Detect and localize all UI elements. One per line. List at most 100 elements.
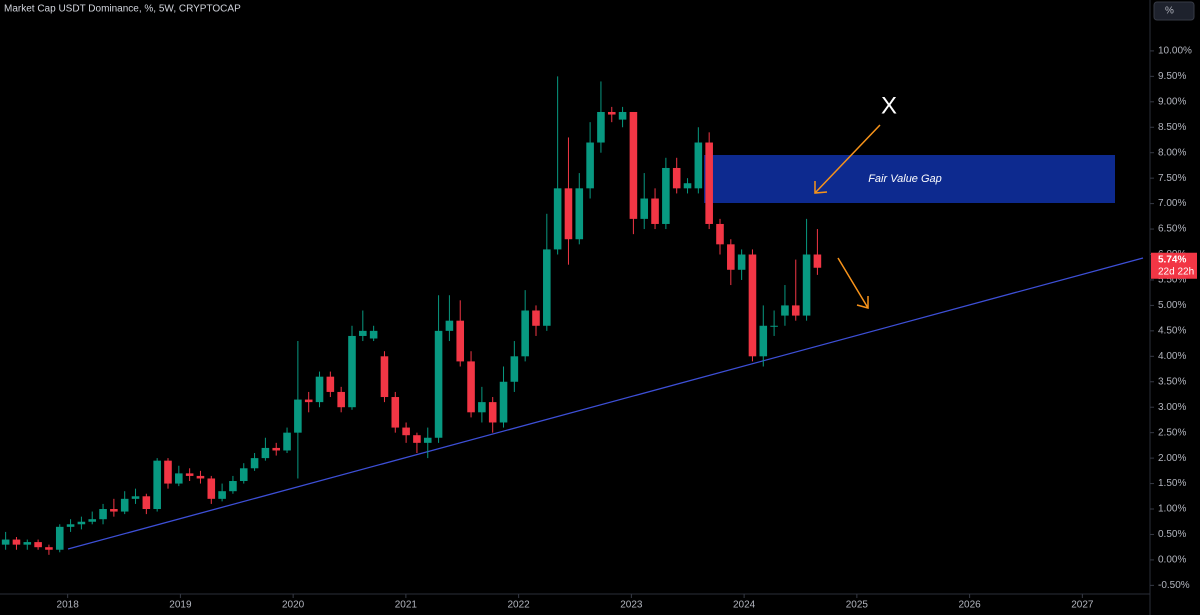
candle-body: [218, 491, 226, 499]
candle-body: [683, 183, 692, 189]
candle-body: [618, 111, 627, 120]
y-tick-label: 9.00%: [1158, 96, 1186, 107]
last-price-tag: [1151, 252, 1197, 279]
candle-body: [99, 509, 107, 520]
y-tick-label: 0.50%: [1158, 529, 1186, 540]
candle-body: [185, 473, 194, 476]
candle-body: [391, 397, 400, 428]
y-tick-label: 2.50%: [1158, 427, 1186, 438]
candle-body: [120, 498, 129, 512]
y-tick-label: 6.50%: [1158, 224, 1186, 235]
candle-body: [261, 447, 270, 459]
candle-body: [478, 402, 486, 413]
candle-body: [791, 305, 800, 316]
candle-body: [304, 399, 313, 403]
candle-body: [802, 254, 811, 316]
x-tick-label: 2018: [57, 600, 80, 611]
candle-body: [423, 437, 432, 443]
x-tick-label: 2027: [1071, 600, 1094, 611]
x-tick-label: 2021: [395, 600, 418, 611]
candle-body: [131, 496, 140, 499]
y-tick-label: 8.50%: [1158, 122, 1186, 133]
candle-body: [543, 249, 551, 326]
candle-body: [413, 435, 421, 443]
fvg-label: Fair Value Gap: [868, 173, 942, 185]
candle-body: [488, 402, 497, 423]
candle-body: [510, 356, 519, 382]
candle-body: [402, 427, 410, 436]
candle-body: [781, 305, 789, 316]
candle-body: [359, 330, 367, 336]
candle-body: [748, 254, 757, 357]
candle-body: [294, 399, 302, 433]
candle-body: [662, 167, 670, 224]
x-tick-label: 2020: [282, 600, 305, 611]
candle-body: [564, 188, 573, 240]
candle-body: [672, 167, 681, 189]
y-tick-label: 4.00%: [1158, 351, 1186, 362]
unit-button[interactable]: [1153, 1, 1195, 21]
candle-body: [640, 198, 649, 219]
x-annotation: X: [881, 92, 897, 119]
candle-body: [456, 320, 465, 362]
candle-body: [55, 526, 64, 550]
trend-line: [67, 257, 1144, 550]
candle-body: [607, 111, 616, 115]
last-price-label: 5.74%: [1158, 254, 1186, 265]
candle-body: [45, 547, 53, 550]
candle-body: [88, 519, 97, 522]
candle-body: [532, 310, 540, 326]
unit-button-label[interactable]: %: [1165, 6, 1174, 17]
candle-body: [1, 539, 10, 545]
x-tick-label: 2026: [958, 600, 981, 611]
candle-body: [34, 542, 42, 548]
candle-body: [553, 188, 562, 250]
candle-body: [207, 478, 216, 499]
candle-body: [521, 310, 529, 357]
candle-body: [467, 361, 475, 413]
candle-body: [770, 325, 778, 327]
x-tick-label: 2024: [733, 600, 756, 611]
candle-body: [597, 111, 605, 143]
candle-body: [337, 391, 345, 408]
y-tick-label: 4.50%: [1158, 325, 1186, 336]
candle-body: [705, 142, 713, 224]
y-tick-label: 8.00%: [1158, 147, 1186, 158]
y-tick-label: 1.50%: [1158, 478, 1186, 489]
chart-title: Market Cap USDT Dominance, %, 5W, CRYPTO…: [4, 4, 241, 15]
candle-body: [175, 473, 183, 484]
y-tick-label: 3.50%: [1158, 376, 1186, 387]
candle-body: [142, 496, 151, 510]
x-tick-label: 2022: [508, 600, 531, 611]
candle-body: [229, 481, 237, 492]
candle-body: [77, 521, 86, 525]
candle-body: [380, 356, 389, 398]
countdown-label: 22d 22h: [1158, 266, 1194, 277]
candle-body: [759, 325, 768, 357]
candle-body: [348, 335, 356, 408]
candle-body: [12, 539, 21, 545]
candle-body: [239, 468, 248, 482]
candle-body: [629, 111, 638, 219]
candle-body: [813, 254, 822, 268]
y-tick-label: 7.00%: [1158, 198, 1186, 209]
x-tick-label: 2023: [620, 600, 643, 611]
candle-body: [315, 376, 324, 403]
y-tick-label: 9.50%: [1158, 71, 1186, 82]
candle-body: [326, 376, 335, 392]
y-tick-label: 7.50%: [1158, 173, 1186, 184]
x-tick-label: 2019: [169, 600, 192, 611]
y-tick-label: 2.00%: [1158, 453, 1186, 464]
candle-body: [369, 330, 378, 339]
y-tick-label: 1.00%: [1158, 504, 1186, 515]
candle-body: [716, 223, 724, 245]
candle-body: [283, 432, 291, 451]
candle-body: [737, 254, 746, 270]
candle-body: [110, 509, 118, 512]
candle-body: [272, 447, 281, 451]
candle-body: [153, 460, 161, 510]
candle-body: [651, 198, 659, 224]
candle-body: [499, 381, 508, 423]
candle-body: [250, 458, 259, 469]
